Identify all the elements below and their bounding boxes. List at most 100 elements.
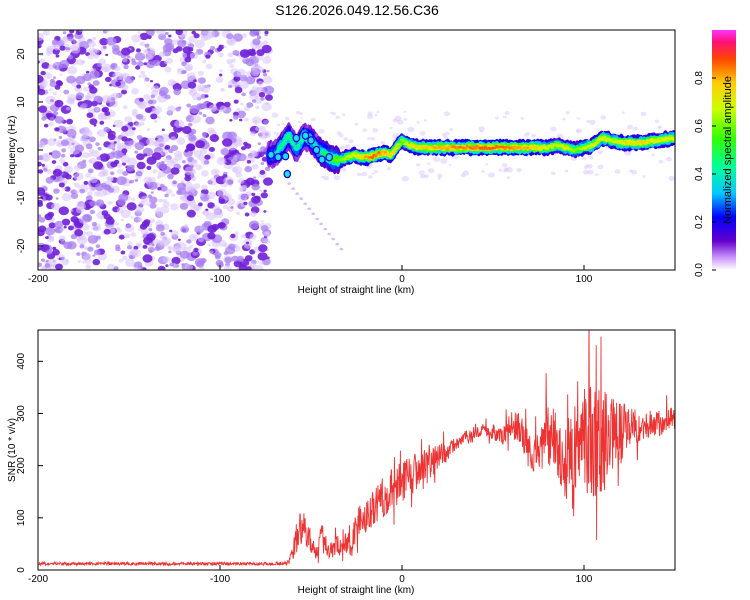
noise-blob xyxy=(38,105,48,113)
noise-blob xyxy=(92,254,96,257)
ridge-blob xyxy=(333,157,337,160)
noise-blob xyxy=(126,245,133,250)
noise-blob xyxy=(113,119,124,128)
noise-blob xyxy=(205,208,209,211)
noise-blob xyxy=(116,226,120,230)
noise-blob xyxy=(87,54,94,60)
colorbar-tick-label: 0.6 xyxy=(694,119,705,133)
noise-blob xyxy=(143,62,148,66)
faint-speckle xyxy=(416,163,421,167)
noise-blob xyxy=(263,85,275,95)
noise-blob xyxy=(216,261,224,268)
noise-blob xyxy=(195,164,203,171)
noise-blob xyxy=(239,118,243,122)
noise-blob xyxy=(164,157,170,163)
noise-blob xyxy=(93,161,104,170)
noise-blob xyxy=(189,233,198,241)
noise-blob xyxy=(197,154,205,161)
ridge-blob xyxy=(439,147,443,150)
noise-blob xyxy=(74,144,85,153)
x-tick-label: -200 xyxy=(28,274,48,285)
faint-speckle xyxy=(401,176,409,182)
noise-blob xyxy=(124,224,135,233)
noise-blob xyxy=(207,243,211,247)
noise-blob xyxy=(188,134,197,142)
noise-blob xyxy=(228,84,233,89)
faint-speckle xyxy=(318,128,325,134)
noise-blob xyxy=(245,177,255,186)
streak-blob xyxy=(331,237,336,241)
noise-blob xyxy=(127,241,133,246)
noise-blob xyxy=(116,163,122,168)
noise-blob xyxy=(214,170,218,174)
noise-blob xyxy=(227,52,234,58)
noise-blob xyxy=(177,39,187,48)
noise-blob xyxy=(236,110,247,119)
noise-blob xyxy=(125,258,135,267)
noise-blob xyxy=(205,63,213,70)
colorbar-ticks: 0.0 0.2 0.4 0.6 0.8 xyxy=(694,71,716,277)
noise-blob xyxy=(115,246,121,252)
noise-blob xyxy=(83,246,89,251)
noise-blob xyxy=(157,240,163,246)
faint-speckle xyxy=(427,168,435,174)
ridge-blob xyxy=(470,147,474,150)
noise-blob xyxy=(87,235,99,244)
noise-blob xyxy=(142,254,153,263)
noise-blob xyxy=(126,202,137,211)
noise-blob xyxy=(266,55,270,59)
noise-blob xyxy=(131,34,142,43)
noise-blob xyxy=(160,231,166,236)
noise-blob xyxy=(169,262,175,267)
noise-blob xyxy=(82,152,90,159)
noise-blob xyxy=(194,39,205,49)
noise-blob xyxy=(175,30,183,36)
faint-speckle xyxy=(562,117,566,121)
noise-blob xyxy=(224,264,232,270)
noise-blob xyxy=(60,153,66,158)
ridge-blob xyxy=(395,146,399,150)
faint-speckle xyxy=(443,111,451,117)
faint-speckle xyxy=(407,126,415,133)
noise-blob xyxy=(214,252,222,258)
noise-blob xyxy=(126,164,135,172)
noise-blob xyxy=(262,56,272,64)
noise-blob xyxy=(196,261,205,268)
noise-blob xyxy=(121,125,129,132)
noise-blob xyxy=(70,192,79,199)
faint-speckle xyxy=(373,170,378,174)
noise-blob xyxy=(182,126,192,134)
noise-blob xyxy=(203,159,210,165)
noise-blob xyxy=(246,102,254,108)
noise-blob xyxy=(241,184,248,190)
noise-blob xyxy=(69,30,75,34)
noise-blob xyxy=(137,31,141,34)
noise-blob xyxy=(249,233,257,240)
noise-blob xyxy=(250,30,260,35)
noise-blob xyxy=(256,49,265,57)
ridge-spot xyxy=(292,133,301,143)
snr-y-label: SNR (10 * v/v) xyxy=(7,418,18,482)
faint-speckle xyxy=(343,137,349,141)
noise-blob xyxy=(53,76,56,79)
noise-blob xyxy=(202,59,207,64)
noise-blob xyxy=(156,137,164,145)
noise-blob xyxy=(93,53,100,59)
noise-blob xyxy=(167,110,172,114)
noise-blob xyxy=(219,73,223,77)
noise-blob xyxy=(217,188,227,197)
noise-blob xyxy=(193,33,200,39)
noise-blob xyxy=(96,97,104,103)
noise-blob xyxy=(198,202,203,207)
noise-blob xyxy=(144,107,152,113)
noise-blob xyxy=(140,195,149,203)
noise-blob xyxy=(185,135,189,138)
noise-blob xyxy=(257,149,262,153)
noise-blob xyxy=(174,119,185,128)
noise-blob xyxy=(244,165,252,173)
noise-blob xyxy=(149,218,156,224)
noise-blob xyxy=(80,126,91,136)
faint-speckle xyxy=(589,120,596,125)
faint-speckle xyxy=(531,133,537,138)
